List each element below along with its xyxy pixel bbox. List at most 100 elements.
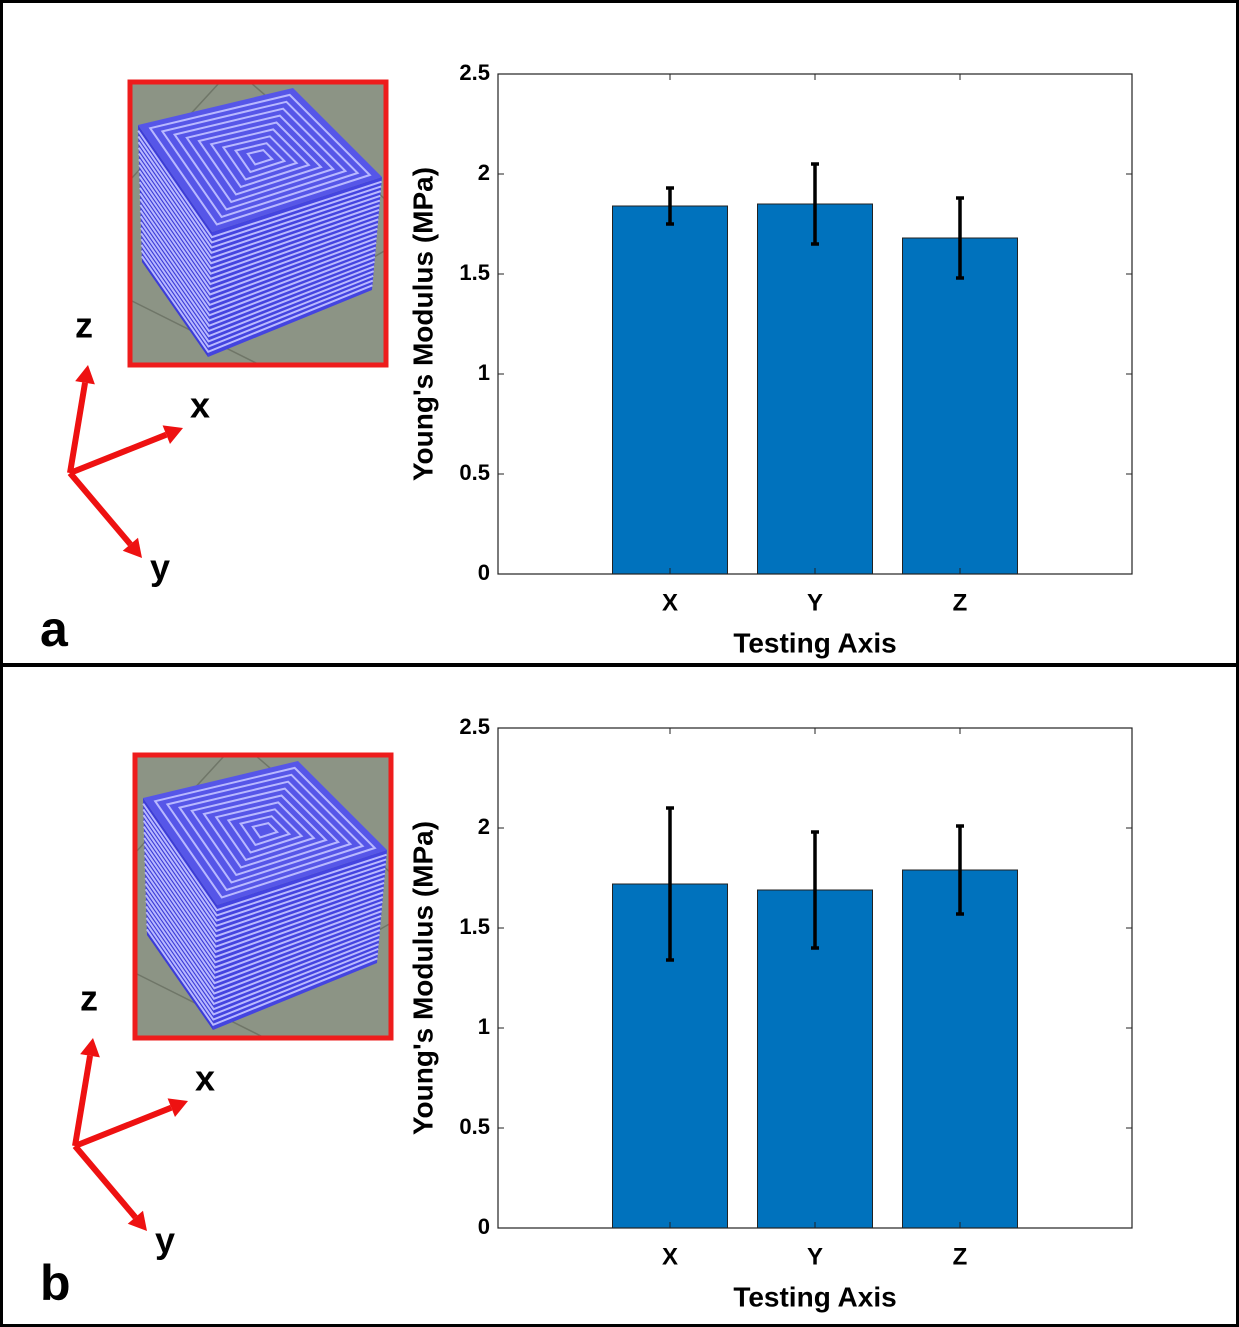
cube-stripe <box>140 238 375 338</box>
cube-top-stripe <box>233 142 287 174</box>
render-frame <box>132 752 394 1041</box>
cube-stripe <box>137 130 382 239</box>
cube-stripe <box>140 227 375 327</box>
cube-stripe <box>145 923 379 1021</box>
y-axis-label: Young's Modulus (MPa) <box>407 821 438 1135</box>
axis-arrow-head <box>167 1098 188 1117</box>
cube-stripe <box>137 147 381 255</box>
y-tick-label: 0.5 <box>459 460 490 485</box>
cube-stripe <box>145 917 379 1016</box>
axis-arrow-head <box>162 425 183 444</box>
cube-stripe <box>145 900 380 1000</box>
cube-top-stripe <box>251 821 280 839</box>
axis-arrow-head <box>80 1038 100 1058</box>
axis-arrow <box>67 382 88 474</box>
y-axis-label: Young's Modulus (MPa) <box>407 167 438 481</box>
y-tick-label: 2.5 <box>459 60 490 85</box>
cube-stripe <box>139 187 378 291</box>
cube-stripe <box>145 911 380 1011</box>
cube-stripe <box>138 181 379 286</box>
panel-label: a <box>40 601 69 657</box>
axis-arrow <box>72 1144 138 1220</box>
y-tick-label: 1.5 <box>459 914 490 939</box>
cube-stripe <box>145 905 380 1006</box>
axis-arrow <box>73 1104 173 1149</box>
y-tick-label: 2 <box>478 160 490 185</box>
cube-side <box>213 850 387 1030</box>
cube-stripe <box>144 871 382 974</box>
cube-stripe <box>140 250 374 348</box>
x-tick-label: Y <box>807 589 823 616</box>
cube-stripe <box>142 820 386 928</box>
panel-label: b <box>40 1255 71 1311</box>
cube-top-stripe <box>246 148 275 166</box>
cube-stripe <box>145 894 381 995</box>
axis-letter: y <box>150 547 170 588</box>
cube-top <box>138 88 382 232</box>
cube-stripe <box>138 158 380 265</box>
cube-top-stripe <box>226 808 304 854</box>
x-axis-label: Testing Axis <box>733 627 896 658</box>
y-tick-label: 1.5 <box>459 260 490 285</box>
cube-stripe <box>142 814 387 922</box>
cube-top-stripe <box>177 780 353 884</box>
y-tick-label: 1 <box>478 360 490 385</box>
cube-stripe <box>140 244 374 343</box>
cube-top-stripe <box>148 93 372 226</box>
cube-top-stripe <box>197 121 323 196</box>
y-tick-label: 2.5 <box>459 714 490 739</box>
cube-top-stripe <box>238 815 292 847</box>
cube-stripe <box>139 210 377 312</box>
cube-side <box>208 177 382 357</box>
bar <box>902 237 1018 575</box>
cube-stripe <box>143 831 385 938</box>
render-frame <box>127 79 389 368</box>
cube-stripe <box>143 854 384 959</box>
cube-stripe <box>143 825 386 933</box>
cube-stripe <box>138 152 381 260</box>
cube-stripe <box>138 175 379 281</box>
cube-top <box>143 761 387 905</box>
cube-stripe <box>137 141 382 249</box>
y-tick-label: 0 <box>478 560 490 585</box>
cube-stripe <box>137 135 382 244</box>
axis-letter: z <box>80 978 98 1019</box>
cube-stripe <box>138 164 380 270</box>
axis-letter: x <box>190 385 210 426</box>
cube-stripe <box>138 170 379 275</box>
cube-stripe <box>146 928 378 1027</box>
x-tick-label: Y <box>807 1243 823 1270</box>
cube-top-stripe <box>221 135 299 181</box>
plot-frame <box>497 73 1133 575</box>
axis-arrow-head <box>127 1210 147 1231</box>
cube-stripe <box>139 192 378 296</box>
cube-stripe <box>144 865 383 969</box>
axis-arrow <box>68 431 168 476</box>
cube-stripe <box>140 232 375 333</box>
x-tick-label: X <box>662 1243 678 1270</box>
cube-top-stripe <box>153 766 377 899</box>
cube-top-stripe <box>185 114 336 204</box>
y-tick-label: 0 <box>478 1214 490 1239</box>
cube-stripe <box>143 837 385 943</box>
cube-stripe <box>142 808 387 917</box>
cube-stripe <box>139 198 377 301</box>
plot-frame <box>497 727 1133 1229</box>
axis-arrow <box>67 471 133 547</box>
cube-stripe <box>141 255 373 354</box>
x-tick-label: Z <box>953 589 968 616</box>
y-tick-label: 2 <box>478 814 490 839</box>
cube-stripe <box>142 803 387 912</box>
cube-stripe <box>144 888 381 990</box>
x-tick-label: X <box>662 589 678 616</box>
cube-stripe <box>140 221 376 322</box>
cube-top-stripe <box>209 128 311 189</box>
x-axis-label: Testing Axis <box>733 1281 896 1312</box>
bar <box>757 203 873 575</box>
cube-top-stripe <box>165 773 365 892</box>
bar <box>612 205 728 575</box>
cube-stripe <box>139 204 377 307</box>
axis-arrow <box>72 1055 93 1147</box>
cube-stripe <box>144 877 382 980</box>
